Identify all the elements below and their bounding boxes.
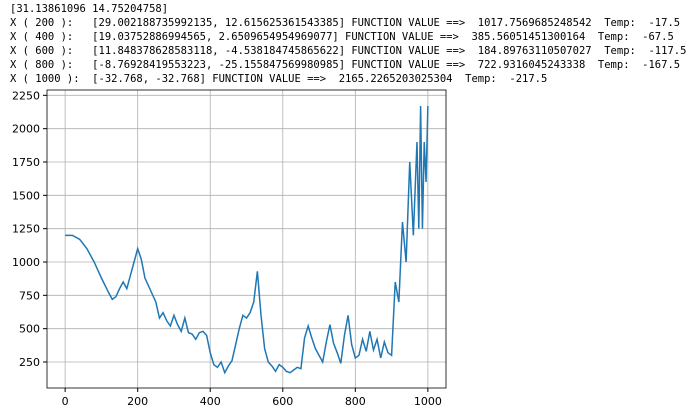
output-line: [31.13861096 14.75204758]: [10, 3, 169, 15]
output-line: X ( 800 ): [-8.76928419553223, -25.15584…: [10, 59, 681, 71]
y-tick-label: 1000: [12, 256, 40, 269]
x-tick-label: 600: [272, 395, 293, 408]
output-line: X ( 600 ): [11.848378628583118, -4.53818…: [10, 45, 687, 57]
y-tick-label: 750: [19, 289, 40, 302]
y-tick-label: 2250: [12, 89, 40, 102]
x-tick-label: 800: [345, 395, 366, 408]
x-tick-label: 200: [127, 395, 148, 408]
y-tick-label: 2000: [12, 123, 40, 136]
y-tick-label: 250: [19, 356, 40, 369]
console-output: [31.13861096 14.75204758] X ( 200 ): [29.…: [10, 2, 686, 86]
output-line: X ( 200 ): [29.002188735992135, 12.61562…: [10, 17, 681, 29]
x-tick-label: 400: [200, 395, 221, 408]
axes-frame: [46, 89, 447, 389]
y-tick-label: 1750: [12, 156, 40, 169]
y-tick-label: 1250: [12, 223, 40, 236]
data-line: [65, 105, 429, 375]
output-line: X ( 400 ): [19.03752886994565, 2.6509654…: [10, 31, 674, 43]
y-tick-label: 500: [19, 323, 40, 336]
x-tick-label: 1000: [414, 395, 442, 408]
x-tick-label: 0: [62, 395, 69, 408]
chart: 250 500 750 1000 1250 1500 1750 2000 2250 0 200 400…: [12, 89, 447, 408]
output-line: X ( 1000 ): [-32.768, -32.768] FUNCTION …: [10, 73, 548, 85]
y-tick-label: 1500: [12, 189, 40, 202]
